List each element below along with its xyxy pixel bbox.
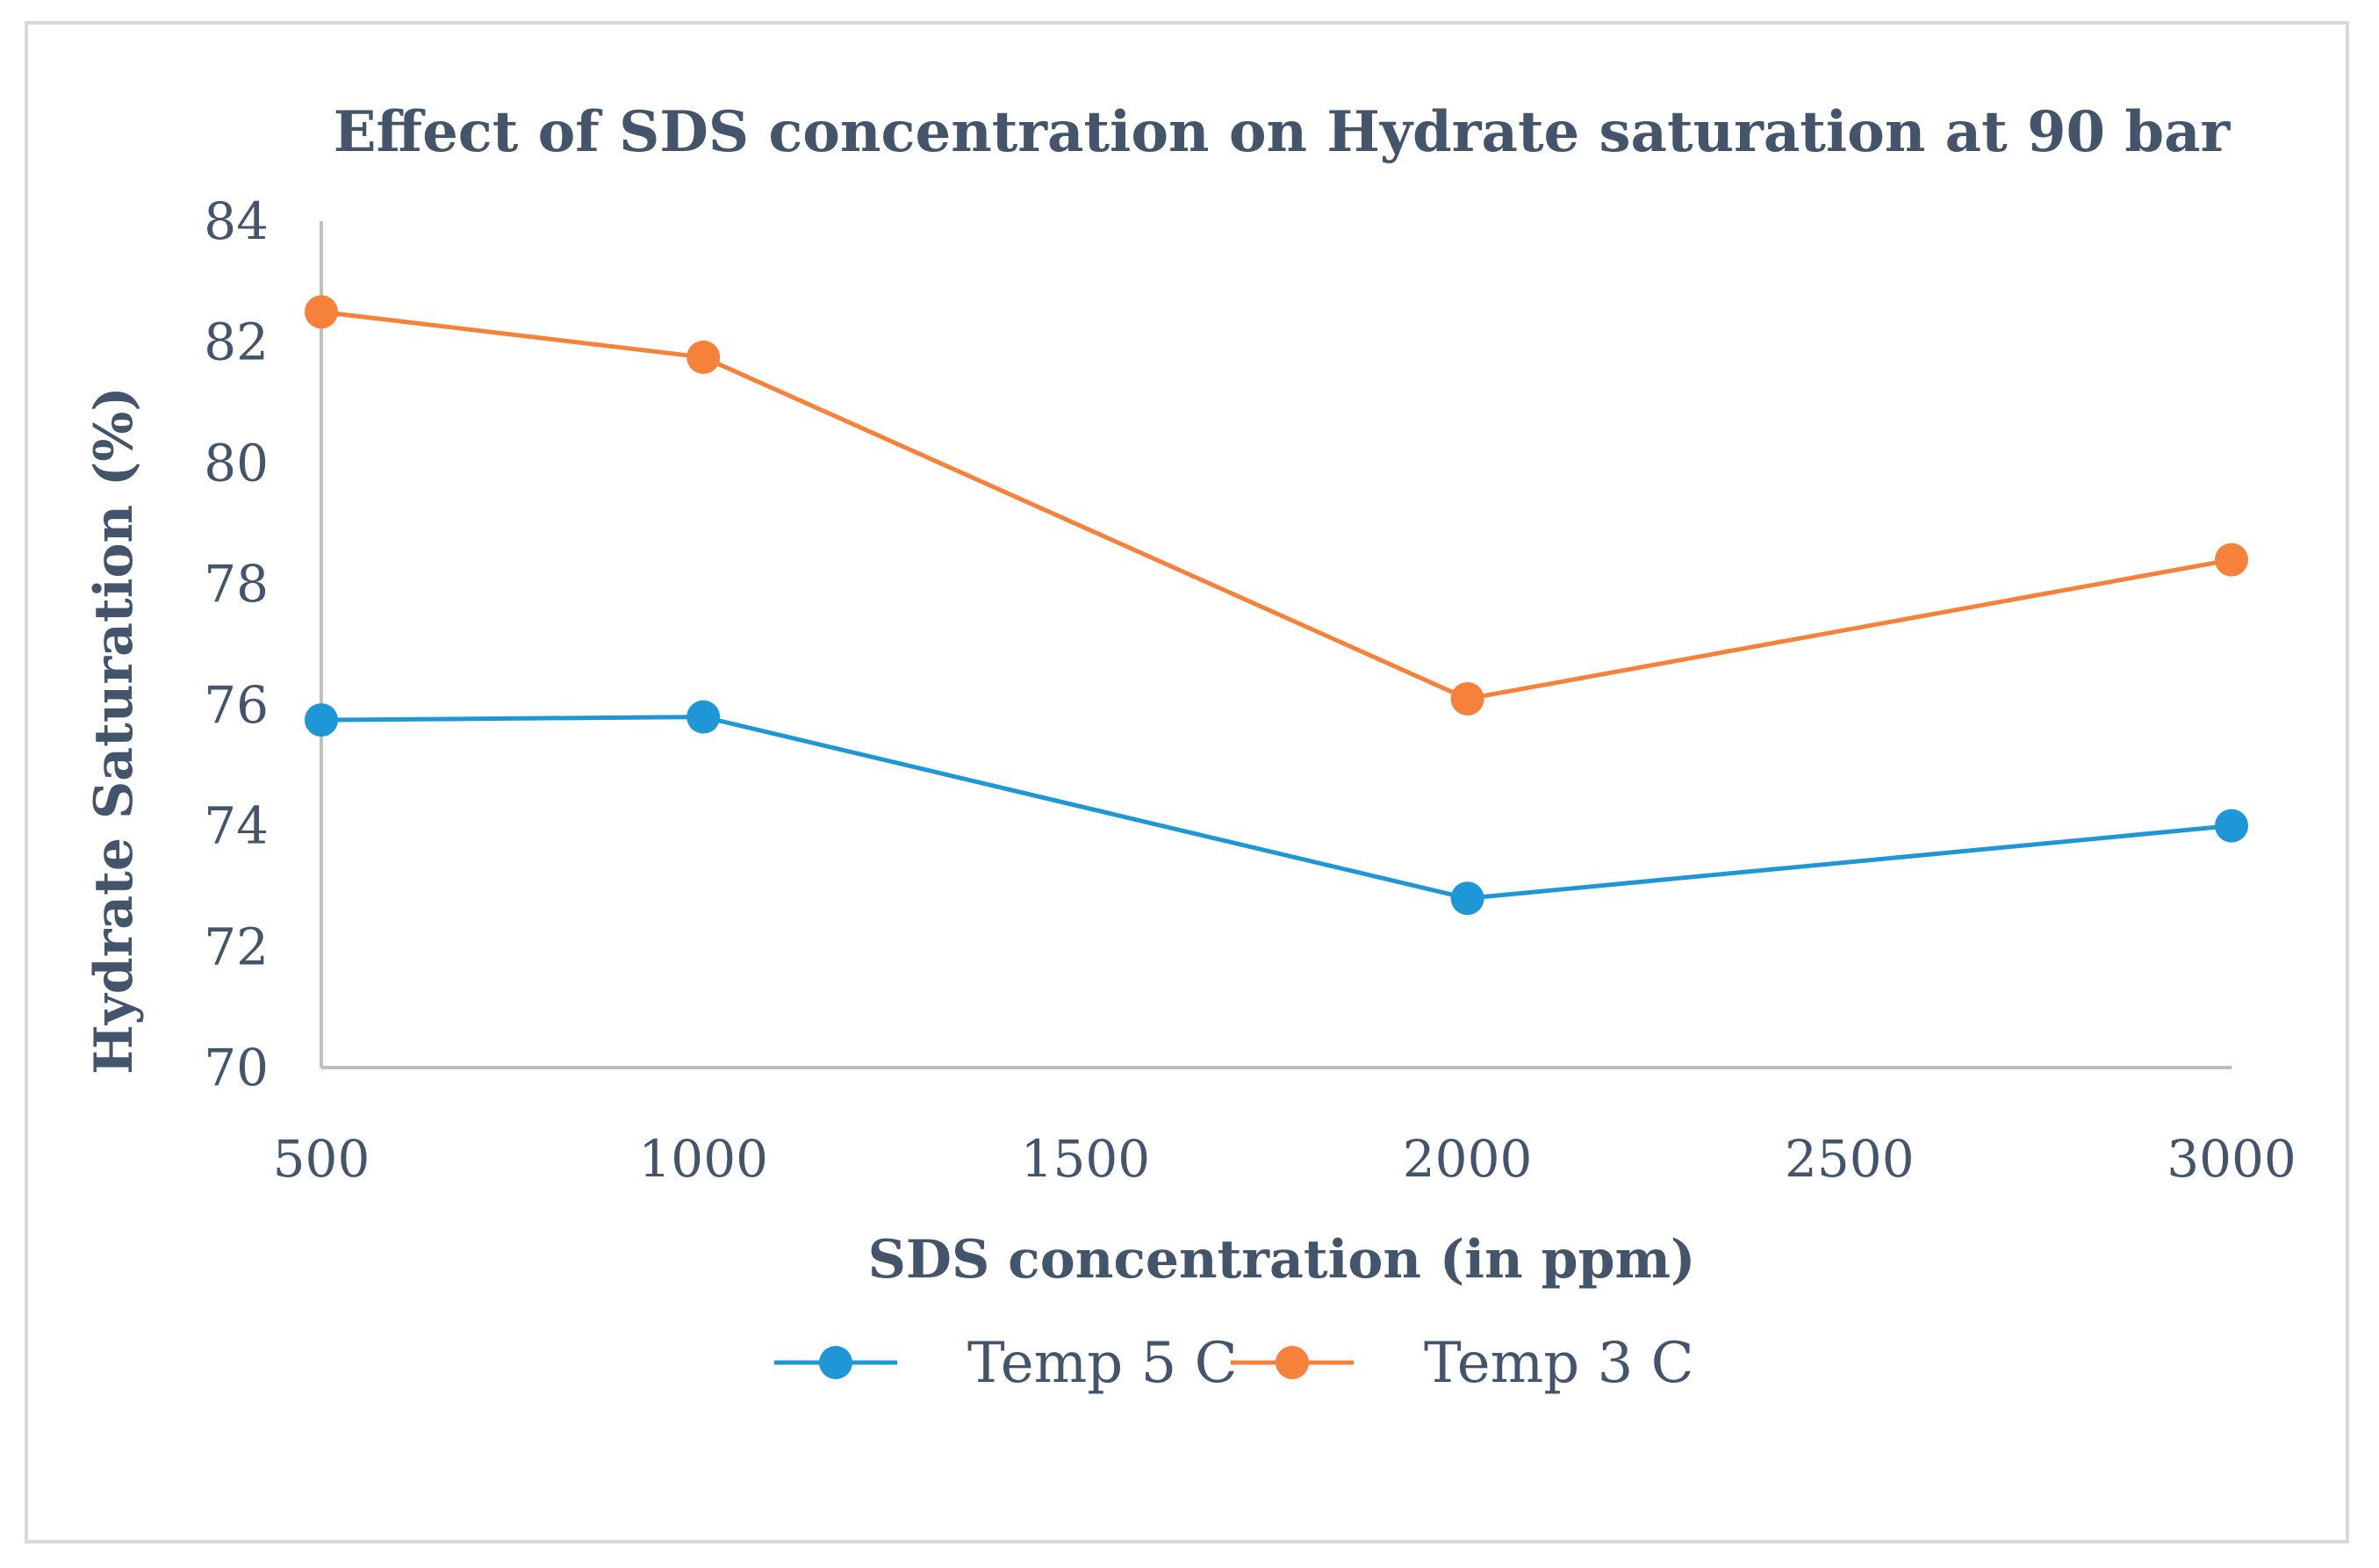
y-tick-label: 72: [204, 917, 269, 976]
series-1: [305, 700, 2248, 916]
series-layer: [305, 295, 2248, 916]
series-line: [320, 715, 2232, 901]
y-axis-title: Hydrate Saturation (%): [83, 386, 145, 1075]
chart-title: Effect of SDS concentration on Hydrate s…: [334, 99, 2232, 165]
legend: Temp 5 C Temp 3 C: [774, 1331, 1694, 1396]
y-tick-label: 80: [204, 433, 269, 493]
data-point: [2215, 809, 2248, 843]
y-tick-label: 70: [204, 1038, 269, 1097]
data-point: [686, 700, 721, 734]
x-tick-label: 500: [273, 1129, 370, 1189]
x-tick-label: 2000: [1403, 1129, 1533, 1189]
legend-marker: [1276, 1346, 1309, 1379]
data-point: [305, 703, 338, 737]
x-tick-label: 2500: [1785, 1129, 1915, 1189]
x-tick-label: 1500: [1021, 1129, 1151, 1189]
y-tick-labels: 70 72 74 76 78 80 82 84: [204, 191, 269, 1097]
data-point: [2215, 543, 2248, 577]
legend-marker: [819, 1346, 852, 1379]
y-tick-label: 82: [204, 313, 269, 372]
legend-item: Temp 5 C: [774, 1331, 1238, 1396]
y-tick-label: 78: [204, 554, 269, 614]
legend-label: Temp 3 C: [1424, 1331, 1694, 1396]
series-line: [320, 309, 2232, 701]
data-point: [1450, 681, 1484, 716]
y-tick-label: 84: [204, 191, 269, 251]
x-axis-title: SDS concentration (in ppm): [868, 1229, 1696, 1291]
legend-item: Temp 3 C: [1231, 1331, 1694, 1396]
data-point: [1450, 881, 1484, 916]
chart-frame: [25, 21, 2349, 1543]
x-tick-labels: 500 1000 1500 2000 2500 3000: [273, 1129, 2296, 1189]
series-2: [305, 295, 2248, 716]
y-tick-label: 74: [204, 796, 269, 856]
x-tick-label: 1000: [638, 1129, 768, 1189]
data-point: [305, 295, 338, 329]
x-tick-label: 3000: [2167, 1129, 2296, 1189]
data-point: [686, 340, 721, 374]
y-tick-label: 76: [204, 675, 269, 735]
legend-label: Temp 5 C: [967, 1331, 1238, 1396]
